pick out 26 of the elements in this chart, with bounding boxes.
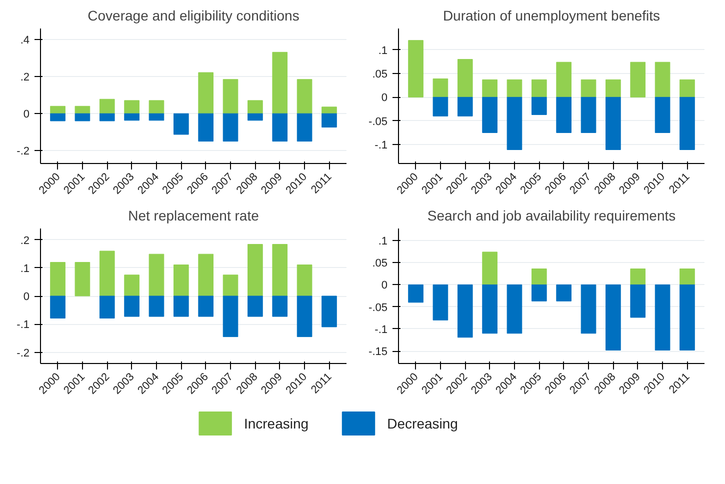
y-tick-label: -.1	[374, 324, 388, 336]
legend-label: Increasing	[244, 416, 309, 432]
y-tick-label: -.15	[368, 346, 388, 358]
y-tick-label: .2	[20, 234, 30, 247]
y-tick-label: 0	[23, 291, 30, 303]
y-tick-label: -.2	[16, 146, 30, 158]
chart-title: Net replacement rate	[128, 208, 260, 224]
y-tick-label: .05	[372, 258, 388, 270]
y-tick-label: .05	[372, 68, 388, 80]
y-tick-label: 0	[23, 108, 30, 121]
y-tick-label: -.1	[374, 140, 388, 152]
y-tick-label: .1	[378, 235, 388, 248]
chart-title: Search and job availability requirements	[427, 208, 676, 224]
y-tick-label: -.05	[368, 302, 388, 314]
y-tick-label: 0	[381, 280, 388, 292]
y-tick-label: 0	[381, 92, 388, 104]
y-tick-label: -.05	[368, 116, 388, 128]
y-tick-label: .2	[20, 72, 30, 84]
legend-label: Decreasing	[387, 416, 458, 432]
y-tick-label: .1	[20, 262, 30, 275]
chart-title: Duration of unemployment benefits	[442, 8, 660, 24]
y-tick-label: .1	[378, 44, 388, 57]
y-tick-label: -.2	[16, 347, 30, 360]
chart-title: Coverage and eligibility conditions	[88, 8, 300, 24]
y-tick-label: .4	[20, 34, 30, 47]
y-tick-label: -.1	[16, 319, 30, 332]
